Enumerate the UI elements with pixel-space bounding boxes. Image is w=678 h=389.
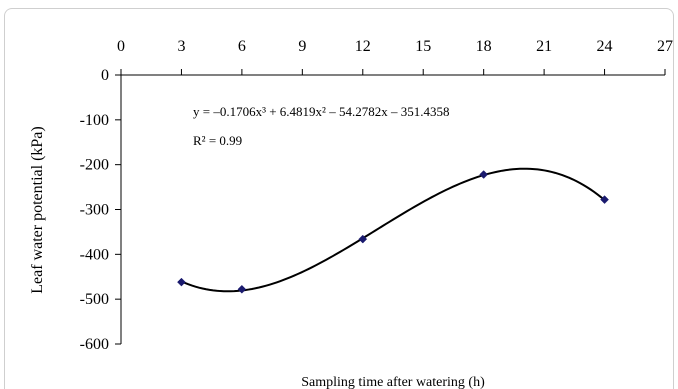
y-tick-label: 0 bbox=[101, 67, 109, 84]
x-tick-label: 15 bbox=[415, 38, 431, 55]
x-axis-title: Sampling time after watering (h) bbox=[301, 375, 485, 389]
y-axis-title: Leaf water potential (kPa) bbox=[29, 126, 46, 293]
y-tick-label: -300 bbox=[80, 202, 109, 219]
trendline-curve bbox=[181, 167, 606, 293]
trendline-equation: y = –0.1706x³ + 6.4819x² – 54.2782x – 35… bbox=[193, 104, 449, 119]
x-tick-label: 27 bbox=[657, 38, 673, 55]
data-point bbox=[479, 170, 489, 179]
x-tick-label: 24 bbox=[597, 38, 613, 55]
data-point bbox=[237, 284, 247, 294]
data-point bbox=[358, 234, 368, 244]
y-tick-label: -400 bbox=[80, 246, 109, 263]
x-tick-label: 12 bbox=[355, 38, 371, 55]
axes-layer bbox=[115, 69, 666, 345]
y-tick-label: -100 bbox=[80, 112, 109, 129]
x-tick-label: 3 bbox=[177, 38, 185, 55]
x-tick-label: 9 bbox=[298, 38, 306, 55]
y-tick-label: -600 bbox=[80, 336, 109, 353]
chart-frame bbox=[4, 8, 674, 389]
trendline-layer bbox=[181, 167, 606, 293]
labels-layer: 0 3 6 9 12 15 18 21 24 27 0 -100 -200 -300 -400 -500 -60… bbox=[80, 38, 673, 353]
data-point bbox=[177, 277, 186, 287]
x-tick-label: 0 bbox=[117, 38, 125, 55]
x-tick-label: 18 bbox=[476, 38, 492, 55]
r-squared-label: R² = 0.99 bbox=[193, 133, 242, 148]
data-point bbox=[600, 195, 609, 204]
y-tick-label: -500 bbox=[80, 291, 109, 308]
x-tick-label: 21 bbox=[536, 38, 552, 55]
data-points-layer bbox=[177, 170, 609, 294]
y-tick-label: -200 bbox=[80, 157, 109, 174]
x-tick-label: 6 bbox=[238, 38, 246, 55]
